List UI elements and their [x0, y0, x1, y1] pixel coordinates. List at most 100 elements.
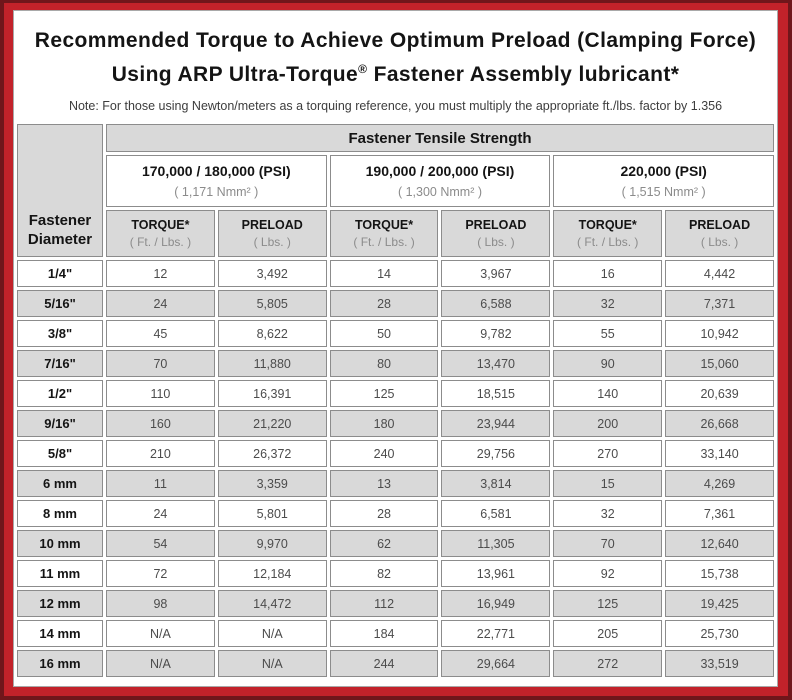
table-row: 14 mm N/A N/A 184 22,771 205 25,730 — [17, 620, 774, 647]
diameter-cell: 7/16" — [17, 350, 103, 377]
value-cell: 29,664 — [441, 650, 551, 677]
value-cell: 5,805 — [217, 290, 327, 317]
table-body: 1/4" 12 3,492 14 3,967 16 4,442 5/16" 24 5,805 28 6… — [17, 260, 774, 677]
value-cell: 23,944 — [441, 410, 551, 437]
value-cell: 11,880 — [217, 350, 327, 377]
value-cell: 5,801 — [217, 500, 327, 527]
value-cell: 72 — [106, 560, 215, 587]
value-cell: 13 — [329, 470, 439, 497]
value-cell: 28 — [329, 290, 439, 317]
value-cell: 270 — [553, 440, 663, 467]
value-cell: 62 — [329, 530, 439, 557]
value-cell: 9,970 — [217, 530, 327, 557]
red-border-frame: Recommended Torque to Achieve Optimum Pr… — [4, 3, 788, 696]
value-cell: 22,771 — [441, 620, 551, 647]
content-panel: Recommended Torque to Achieve Optimum Pr… — [13, 10, 778, 687]
value-cell: 14,472 — [217, 590, 327, 617]
table-row: 11 mm 72 12,184 82 13,961 92 15,738 — [17, 560, 774, 587]
value-cell: 98 — [106, 590, 215, 617]
diameter-cell: 8 mm — [17, 500, 103, 527]
value-cell: 70 — [106, 350, 215, 377]
value-cell: 12,184 — [217, 560, 327, 587]
column-header-preload-2: PRELOAD ( Lbs. ) — [441, 210, 551, 257]
value-cell: 50 — [329, 320, 439, 347]
tensile-header-row: Fastener Diameter Fastener Tensile Stren… — [17, 124, 774, 257]
diameter-cell: 1/4" — [17, 260, 103, 287]
value-cell: 6,581 — [441, 500, 551, 527]
diameter-cell: 14 mm — [17, 620, 103, 647]
value-cell: 13,470 — [441, 350, 551, 377]
value-cell: 272 — [553, 650, 663, 677]
value-cell: 3,492 — [217, 260, 327, 287]
registered-trademark-symbol: ® — [358, 62, 368, 76]
value-cell: 10,942 — [665, 320, 774, 347]
column-header-torque-3: TORQUE* ( Ft. / Lbs. ) — [553, 210, 663, 257]
value-cell: 11 — [106, 470, 215, 497]
value-cell: 7,361 — [665, 500, 774, 527]
value-cell: 45 — [106, 320, 215, 347]
value-cell: 240 — [329, 440, 439, 467]
table-row: 12 mm 98 14,472 112 16,949 125 19,425 — [17, 590, 774, 617]
value-cell: 8,622 — [217, 320, 327, 347]
title-line1: Recommended Torque to Achieve Optimum Pr… — [34, 29, 757, 52]
value-cell: 184 — [329, 620, 439, 647]
value-cell: 25,730 — [665, 620, 774, 647]
value-cell: N/A — [106, 620, 215, 647]
value-cell: 110 — [106, 380, 215, 407]
table-row: 9/16" 160 21,220 180 23,944 200 26,668 — [17, 410, 774, 437]
value-cell: 160 — [106, 410, 215, 437]
value-cell: 20,639 — [665, 380, 774, 407]
diameter-cell: 3/8" — [17, 320, 103, 347]
corner-header: Fastener Diameter — [17, 124, 103, 257]
value-cell: 205 — [553, 620, 663, 647]
column-header-preload-1: PRELOAD ( Lbs. ) — [217, 210, 327, 257]
page-title: Recommended Torque to Achieve Optimum Pr… — [20, 27, 771, 89]
value-cell: 70 — [553, 530, 663, 557]
torque-table: Fastener Diameter Fastener Tensile Stren… — [14, 121, 777, 680]
value-cell: 14 — [329, 260, 439, 287]
diameter-cell: 5/16" — [17, 290, 103, 317]
value-cell: 16 — [553, 260, 663, 287]
table-row: 3/8" 45 8,622 50 9,782 55 10,942 — [17, 320, 774, 347]
value-cell: 112 — [329, 590, 439, 617]
value-cell: 54 — [106, 530, 215, 557]
value-cell: 15 — [553, 470, 663, 497]
value-cell: 90 — [553, 350, 663, 377]
table-row: 10 mm 54 9,970 62 11,305 70 12,640 — [17, 530, 774, 557]
value-cell: 3,814 — [441, 470, 551, 497]
column-header-row: TORQUE* ( Ft. / Lbs. ) PRELOAD ( Lbs. ) … — [17, 210, 774, 257]
column-header-torque-1: TORQUE* ( Ft. / Lbs. ) — [106, 210, 215, 257]
value-cell: 15,738 — [665, 560, 774, 587]
value-cell: 33,519 — [665, 650, 774, 677]
value-cell: 11,305 — [441, 530, 551, 557]
value-cell: 140 — [553, 380, 663, 407]
value-cell: 6,588 — [441, 290, 551, 317]
value-cell: 21,220 — [217, 410, 327, 437]
value-cell: 82 — [329, 560, 439, 587]
value-cell: 7,371 — [665, 290, 774, 317]
value-cell: 55 — [553, 320, 663, 347]
value-cell: 33,140 — [665, 440, 774, 467]
value-cell: 4,269 — [665, 470, 774, 497]
value-cell: 92 — [553, 560, 663, 587]
diameter-cell: 10 mm — [17, 530, 103, 557]
note-text: Note: For those using Newton/meters as a… — [68, 99, 723, 113]
table-row: 7/16" 70 11,880 80 13,470 90 15,060 — [17, 350, 774, 377]
value-cell: 32 — [553, 500, 663, 527]
diameter-cell: 11 mm — [17, 560, 103, 587]
value-cell: 244 — [329, 650, 439, 677]
value-cell: 18,515 — [441, 380, 551, 407]
table-row: 1/4" 12 3,492 14 3,967 16 4,442 — [17, 260, 774, 287]
table-row: 6 mm 11 3,359 13 3,814 15 4,269 — [17, 470, 774, 497]
table-row: 8 mm 24 5,801 28 6,581 32 7,361 — [17, 500, 774, 527]
psi-group-header-2: 190,000 / 200,000 (PSI) ( 1,300 Nmm² ) — [329, 155, 551, 207]
value-cell: 24 — [106, 290, 215, 317]
value-cell: 13,961 — [441, 560, 551, 587]
tensile-strength-header: Fastener Tensile Strength — [106, 124, 774, 152]
value-cell: N/A — [106, 650, 215, 677]
value-cell: 4,442 — [665, 260, 774, 287]
value-cell: 180 — [329, 410, 439, 437]
value-cell: 12,640 — [665, 530, 774, 557]
diameter-cell: 5/8" — [17, 440, 103, 467]
value-cell: 125 — [553, 590, 663, 617]
